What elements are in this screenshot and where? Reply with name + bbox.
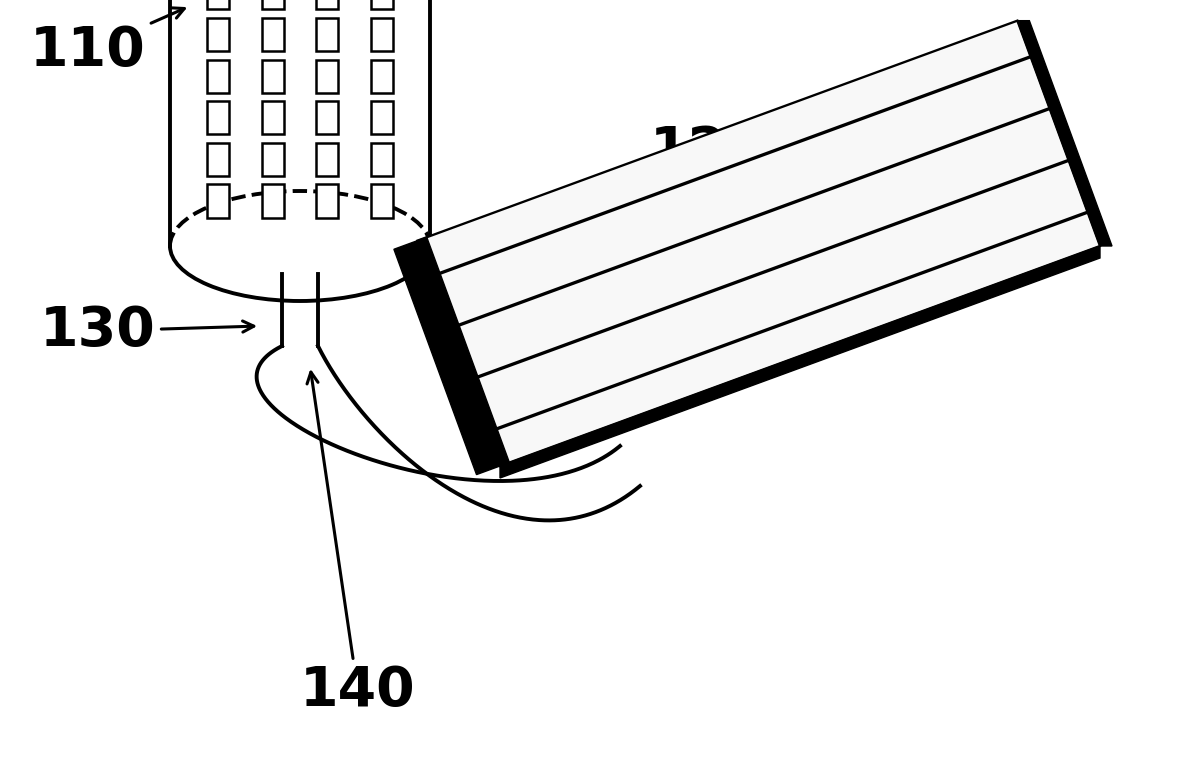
FancyBboxPatch shape [371,60,393,93]
FancyBboxPatch shape [261,60,284,93]
Polygon shape [394,237,510,475]
FancyBboxPatch shape [261,18,284,51]
FancyBboxPatch shape [316,0,338,9]
FancyBboxPatch shape [371,101,393,134]
FancyBboxPatch shape [371,18,393,51]
FancyBboxPatch shape [207,60,230,93]
FancyBboxPatch shape [207,185,230,218]
FancyBboxPatch shape [261,101,284,134]
FancyBboxPatch shape [207,18,230,51]
Polygon shape [1017,21,1112,246]
FancyBboxPatch shape [316,185,338,218]
FancyBboxPatch shape [207,0,230,9]
Text: 130: 130 [40,304,254,358]
FancyBboxPatch shape [316,18,338,51]
FancyBboxPatch shape [371,0,393,9]
Polygon shape [418,21,1100,466]
FancyBboxPatch shape [207,142,230,176]
FancyBboxPatch shape [261,185,284,218]
FancyBboxPatch shape [261,142,284,176]
Polygon shape [170,0,429,246]
FancyBboxPatch shape [316,60,338,93]
FancyBboxPatch shape [371,142,393,176]
FancyBboxPatch shape [207,101,230,134]
Polygon shape [500,246,1100,478]
FancyBboxPatch shape [316,101,338,134]
FancyBboxPatch shape [316,142,338,176]
Text: 110: 110 [30,8,185,78]
Text: 120: 120 [649,124,816,281]
Text: 140: 140 [300,372,415,718]
FancyBboxPatch shape [371,185,393,218]
FancyBboxPatch shape [261,0,284,9]
